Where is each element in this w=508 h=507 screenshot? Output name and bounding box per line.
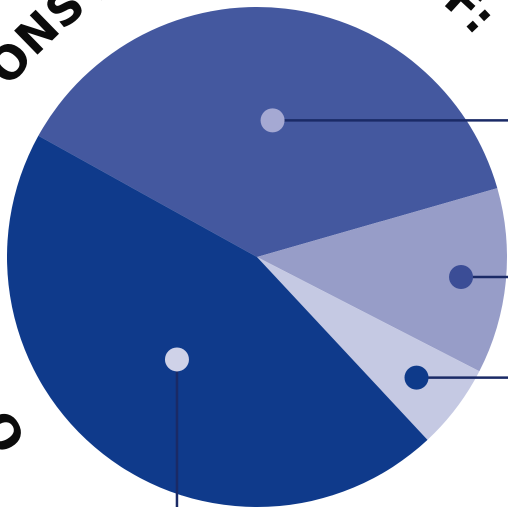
slice-marker-4 (164, 347, 189, 372)
pie-slices (7, 6, 507, 507)
pie-slice-1 (38, 6, 498, 258)
slice-markers (164, 108, 474, 390)
slice-marker-2 (449, 265, 474, 290)
curved-text-left: O (0, 401, 37, 462)
pie-slice-2 (257, 188, 507, 372)
curved-text-top-right: OF: (404, 0, 507, 44)
leader-lines (175, 119, 508, 507)
pie-slice-3 (257, 257, 480, 440)
slice-marker-3 (404, 365, 429, 390)
slice-marker-1 (260, 108, 285, 133)
curved-text-left-path: O (0, 401, 37, 462)
curved-text-top-right-path: OF: (404, 0, 507, 44)
pie-slice-4 (7, 135, 428, 507)
